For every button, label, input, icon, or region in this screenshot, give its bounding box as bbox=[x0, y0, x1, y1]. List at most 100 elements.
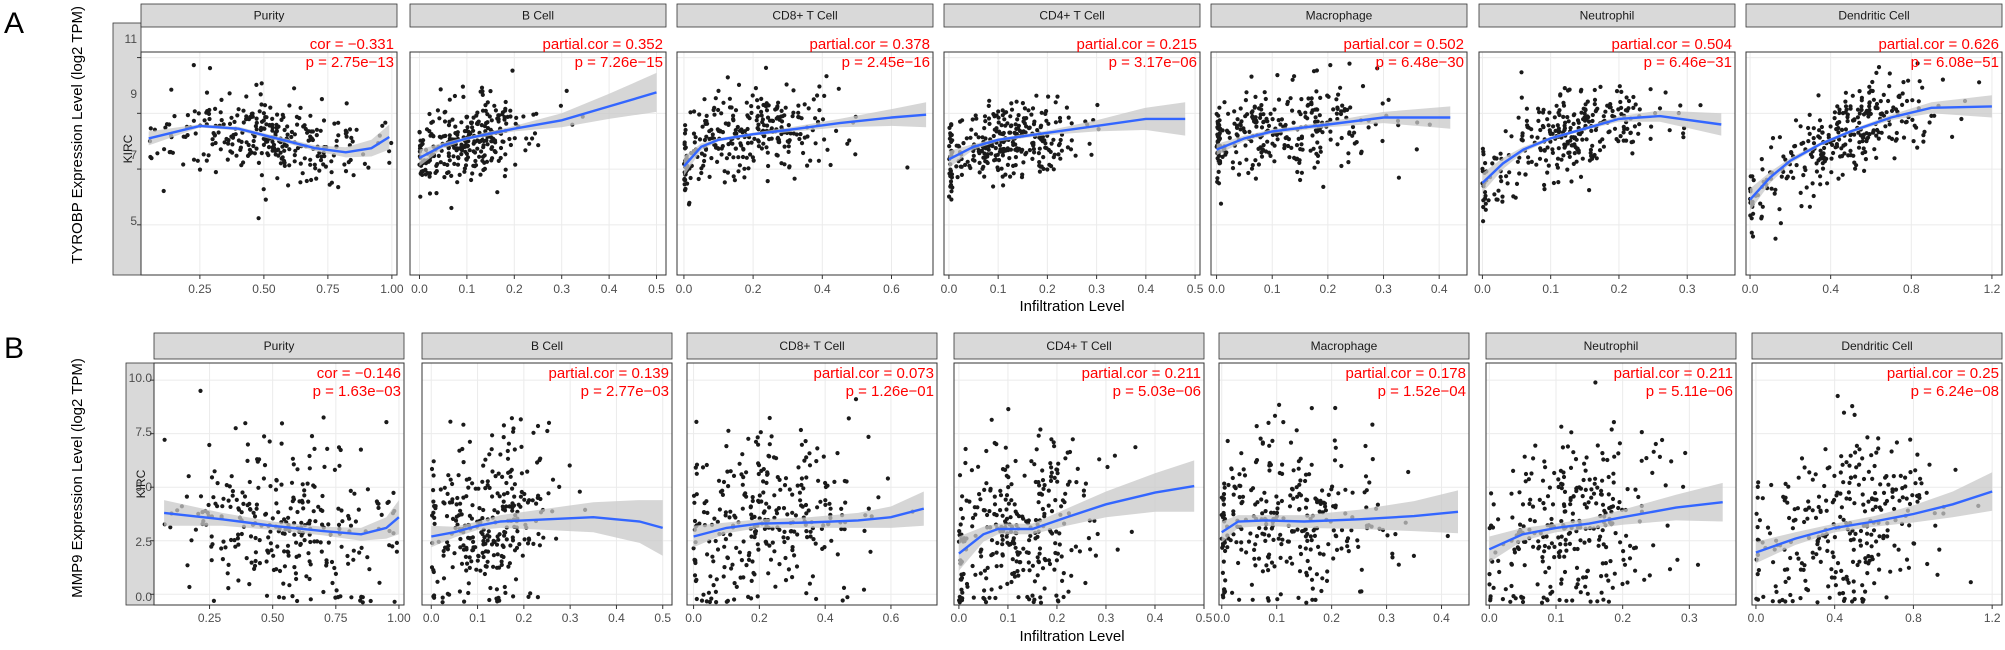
scatter-point bbox=[713, 538, 718, 544]
scatter-point bbox=[1876, 65, 1882, 70]
scatter-point bbox=[766, 571, 771, 576]
scatter-point bbox=[1356, 544, 1361, 550]
scatter-point bbox=[458, 146, 463, 151]
scatter-point bbox=[441, 576, 447, 581]
scatter-point bbox=[700, 124, 705, 129]
scatter-point bbox=[220, 557, 225, 562]
scatter-point bbox=[1000, 153, 1006, 158]
scatter-point bbox=[236, 506, 241, 511]
scatter-point bbox=[711, 583, 716, 588]
scatter-point bbox=[1245, 112, 1250, 117]
fit-line bbox=[693, 507, 925, 538]
scatter-point bbox=[1539, 600, 1545, 605]
x-tick-label: 0.3 bbox=[1088, 282, 1105, 296]
scatter-point bbox=[800, 504, 805, 509]
scatter-point bbox=[1483, 201, 1488, 206]
scatter-point bbox=[701, 163, 706, 168]
x-tick-label: 0.2 bbox=[506, 282, 523, 296]
scatter-point bbox=[1874, 101, 1880, 107]
scatter-point bbox=[1036, 151, 1041, 156]
scatter-point bbox=[1496, 517, 1501, 522]
scatter-point bbox=[994, 513, 999, 518]
scatter-point bbox=[1359, 149, 1364, 154]
scatter-point bbox=[734, 545, 739, 551]
scatter-point bbox=[454, 502, 459, 507]
scatter-point bbox=[1557, 553, 1562, 559]
scatter-point bbox=[263, 197, 268, 202]
scatter-point bbox=[1543, 158, 1549, 163]
scatter-point bbox=[960, 596, 965, 601]
scatter-point bbox=[1226, 130, 1231, 135]
scatter-point bbox=[989, 417, 994, 422]
scatter-point bbox=[1333, 503, 1338, 508]
scatter-point bbox=[1876, 136, 1881, 141]
ytick-label-b-5: 5.0 bbox=[135, 480, 152, 494]
scatter-point bbox=[450, 500, 455, 505]
scatter-point bbox=[1630, 139, 1636, 144]
scatter-point bbox=[470, 171, 475, 176]
scatter-point bbox=[799, 116, 804, 121]
x-tick-label: 0.4 bbox=[1826, 611, 1843, 625]
scatter-point bbox=[1523, 539, 1528, 545]
plot-area bbox=[944, 52, 1200, 275]
scatter-point bbox=[1827, 595, 1832, 600]
scatter-point bbox=[467, 565, 472, 571]
scatter-point bbox=[1089, 152, 1094, 157]
scatter-point bbox=[292, 159, 297, 164]
scatter-point bbox=[1069, 121, 1074, 126]
x-tick-label: 0.5 bbox=[654, 611, 671, 625]
scatter-point bbox=[1012, 130, 1017, 135]
scatter-point bbox=[1500, 194, 1505, 199]
scatter-point bbox=[512, 482, 518, 487]
scatter-point bbox=[1359, 567, 1364, 572]
scatter-point bbox=[713, 96, 718, 101]
scatter-point bbox=[336, 522, 342, 528]
scatter-point bbox=[1049, 437, 1054, 442]
scatter-point bbox=[319, 97, 324, 102]
scatter-point bbox=[1888, 569, 1893, 574]
scatter-point bbox=[1239, 547, 1244, 552]
scatter-point bbox=[522, 497, 527, 502]
plot-area bbox=[1211, 52, 1467, 275]
scatter-point bbox=[230, 150, 235, 155]
scatter-point bbox=[1580, 494, 1585, 499]
scatter-point bbox=[1810, 181, 1815, 186]
scatter-point bbox=[1861, 112, 1867, 117]
scatter-point bbox=[845, 595, 850, 600]
x-tick-label: 0.4 bbox=[814, 282, 831, 296]
scatter-point bbox=[1236, 560, 1241, 566]
x-tick-label: 1.2 bbox=[1984, 282, 2001, 296]
scatter-point bbox=[1927, 120, 1932, 125]
scatter-point bbox=[221, 122, 226, 127]
scatter-point bbox=[1601, 457, 1606, 462]
scatter-point bbox=[1342, 107, 1347, 112]
scatter-point bbox=[1052, 567, 1057, 572]
scatter-point bbox=[799, 482, 804, 488]
scatter-point bbox=[1872, 463, 1877, 469]
scatter-point bbox=[768, 557, 774, 562]
scatter-point bbox=[505, 448, 510, 454]
scatter-point bbox=[1834, 493, 1839, 498]
scatter-point bbox=[796, 114, 801, 120]
scatter-point bbox=[1235, 117, 1240, 122]
scatter-point bbox=[1000, 542, 1005, 547]
scatter-point bbox=[492, 138, 498, 143]
scatter-point bbox=[1039, 137, 1044, 142]
scatter-point bbox=[209, 544, 214, 549]
scatter-point bbox=[1298, 544, 1303, 550]
scatter-point bbox=[417, 130, 422, 135]
scatter-point bbox=[499, 553, 504, 559]
scatter-point bbox=[1911, 139, 1916, 144]
scatter-point bbox=[1234, 540, 1239, 545]
scatter-point bbox=[1048, 149, 1053, 154]
scatter-point bbox=[1032, 119, 1037, 124]
scatter-point bbox=[1563, 537, 1568, 543]
scatter-point bbox=[207, 66, 213, 71]
scatter-point bbox=[482, 124, 487, 129]
scatter-point bbox=[1543, 570, 1548, 575]
scatter-point bbox=[720, 492, 726, 497]
scatter-point bbox=[463, 554, 468, 560]
scatter-point bbox=[1005, 121, 1010, 126]
scatter-point bbox=[764, 101, 769, 106]
